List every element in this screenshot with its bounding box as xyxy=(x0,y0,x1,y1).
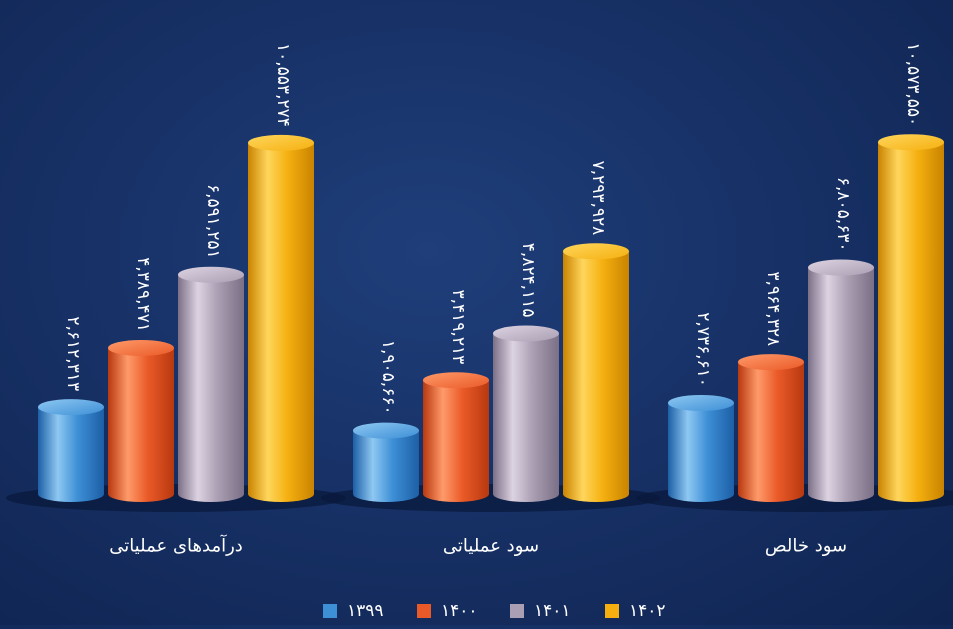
category-label: درآمدهای عملیاتی xyxy=(109,534,243,557)
legend-item-4: ۱۴۰۲ xyxy=(605,601,666,621)
value-labels-layer: ۲,۶۱۲,۳۱۳ ۴,۳۸۹,۴۷۱ ۶,۵۹۱,۲۵۱ ۱۰,۵۵۳,۲۷۴ ۱,۹… xyxy=(63,42,923,414)
bar-2-2 xyxy=(423,372,489,502)
value-label: ۳,۴۱۹,۲۱۳ xyxy=(448,289,468,364)
category-label: سود خالص xyxy=(765,536,847,557)
bar-2-1 xyxy=(353,422,419,502)
legend-label: ۱۴۰۱ xyxy=(534,601,571,621)
legend-swatch xyxy=(417,604,431,618)
legend-swatch xyxy=(510,604,524,618)
value-label: ۱۰,۵۷۳,۵۵۰ xyxy=(903,42,923,126)
bar-2-4 xyxy=(563,243,629,502)
value-label: ۳,۹۶۴,۳۲۸ xyxy=(763,271,783,346)
bars-layer xyxy=(38,134,944,502)
bar-1-3 xyxy=(178,266,244,502)
bar-3-3 xyxy=(808,259,874,502)
legend-swatch xyxy=(323,604,337,618)
value-label: ۴,۸۲۴,۱۱۵ xyxy=(518,243,538,318)
legend-item-1: ۱۳۹۹ xyxy=(323,601,384,621)
legend-item-2: ۱۴۰۰ xyxy=(417,601,478,621)
value-label: ۴,۳۸۹,۴۷۱ xyxy=(133,257,153,332)
value-label: ۶,۵۹۱,۲۵۱ xyxy=(203,184,223,259)
value-label: ۲,۶۱۲,۳۱۳ xyxy=(63,316,83,391)
value-label: ۱۰,۵۵۳,۲۷۴ xyxy=(273,43,293,127)
bar-3-4 xyxy=(878,134,944,502)
category-label: سود عملیاتی xyxy=(443,536,539,557)
bar-1-4 xyxy=(248,134,314,502)
legend-label: ۱۳۹۹ xyxy=(347,601,384,621)
legend: ۱۳۹۹ ۱۴۰۰ ۱۴۰۱ ۱۴۰۲ xyxy=(323,601,666,621)
bar-3-2 xyxy=(738,354,804,502)
value-label: ۲,۷۳۶,۶۱۰ xyxy=(693,312,713,387)
bar-1-1 xyxy=(38,399,104,502)
value-label: ۱,۹۰۵,۶۶۰ xyxy=(378,340,398,415)
legend-swatch xyxy=(605,604,619,618)
legend-label: ۱۴۰۲ xyxy=(629,601,666,621)
legend-label: ۱۴۰۰ xyxy=(441,601,478,621)
value-label: ۶,۸۰۵,۶۳۰ xyxy=(833,177,853,252)
category-labels-layer: درآمدهای عملیاتی سود عملیاتی سود خالص xyxy=(109,534,847,557)
bar-1-2 xyxy=(108,339,174,502)
legend-item-3: ۱۴۰۱ xyxy=(510,601,571,621)
bar-2-3 xyxy=(493,325,559,502)
bar-3-1 xyxy=(668,394,734,502)
value-label: ۷,۲۹۳,۹۲۸ xyxy=(588,161,608,236)
